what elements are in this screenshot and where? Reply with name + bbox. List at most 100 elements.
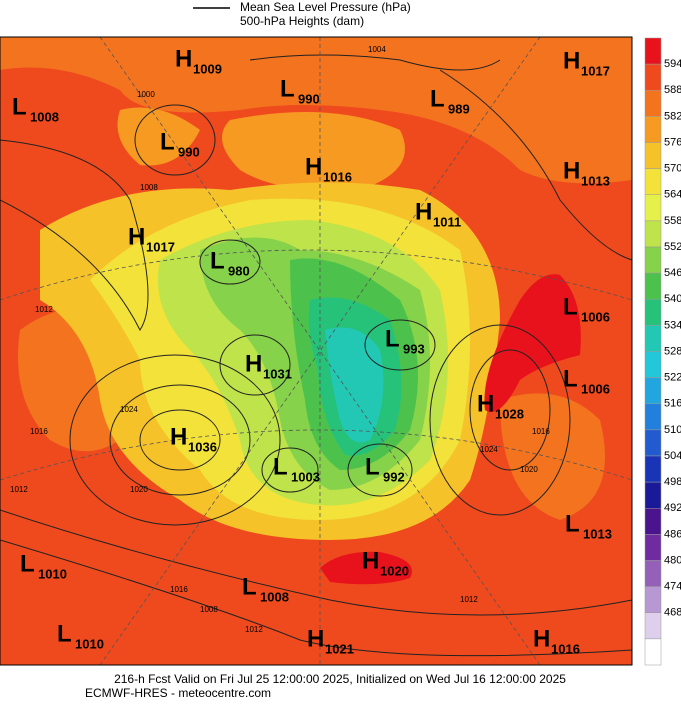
isobars xyxy=(0,36,633,666)
center-value: 1008 xyxy=(30,109,59,124)
center-type: L xyxy=(210,247,225,274)
center-value: 1036 xyxy=(188,439,217,454)
contour-label: 1024 xyxy=(480,445,498,454)
colorbar-label: 480 xyxy=(664,554,681,566)
colorbar: 594 588 582 576 570 564 558 552 546 540 534 528 522 5… xyxy=(644,37,681,666)
colorbar-swatch xyxy=(644,220,662,248)
colorbar-label: 510 xyxy=(664,424,681,436)
colorbar-label: 540 xyxy=(664,293,681,305)
center-type: L xyxy=(565,510,580,537)
colorbar-swatch xyxy=(644,560,662,587)
center-value: 992 xyxy=(383,469,405,484)
center-value: 1006 xyxy=(581,381,610,396)
colorbar-label: 564 xyxy=(664,189,681,201)
colorbar-swatch xyxy=(644,586,662,613)
colorbar-swatch xyxy=(644,351,662,378)
center-value: 1016 xyxy=(323,169,352,184)
colorbar-label: 492 xyxy=(664,502,681,514)
colorbar-swatch xyxy=(644,508,662,535)
legend-entry: Mean Sea Level Pressure (hPa) xyxy=(240,0,411,14)
colorbar-swatch xyxy=(644,299,662,326)
center-type: L xyxy=(273,453,288,480)
center-type: H xyxy=(563,157,580,184)
contour-label: 1012 xyxy=(10,485,28,494)
map-frame xyxy=(0,36,633,666)
colorbar-label: 522 xyxy=(664,372,681,384)
center-value: 1016 xyxy=(551,641,580,656)
footer-line: ECMWF-HRES - meteocentre.com xyxy=(85,686,271,700)
center-type: H xyxy=(307,625,324,652)
contour-label: 1000 xyxy=(137,90,155,99)
center-value: 1017 xyxy=(581,63,610,78)
center-type: L xyxy=(365,453,380,480)
center-value: 1020 xyxy=(380,563,409,578)
colorbar-swatch xyxy=(644,377,662,404)
center-type: H xyxy=(477,390,494,417)
contour-label: 1016 xyxy=(532,427,550,436)
contour-label: 1008 xyxy=(200,605,218,614)
colorbar-label: 528 xyxy=(664,345,681,357)
center-type: L xyxy=(430,85,445,112)
contour-label: 1012 xyxy=(460,595,478,604)
colorbar-swatch xyxy=(644,429,662,457)
center-type: L xyxy=(20,550,35,577)
colorbar-label: 546 xyxy=(664,267,681,279)
colorbar-label: 582 xyxy=(664,110,681,122)
center-value: 980 xyxy=(228,263,250,278)
center-type: H xyxy=(533,625,550,652)
colorbar-label: 486 xyxy=(664,528,681,540)
center-value: 1008 xyxy=(260,589,289,604)
colorbar-label: 570 xyxy=(664,163,681,175)
center-value: 993 xyxy=(403,341,425,356)
center-value: 1003 xyxy=(291,469,320,484)
center-value: 1013 xyxy=(581,173,610,188)
colorbar-swatch xyxy=(644,142,662,169)
center-value: 1031 xyxy=(263,366,292,381)
center-type: H xyxy=(245,350,262,377)
center-type: H xyxy=(175,45,192,72)
center-value: 1010 xyxy=(38,566,67,581)
colorbar-label: 576 xyxy=(664,136,681,148)
center-value: 1011 xyxy=(433,214,461,229)
footer-line: 216-h Fcst Valid on Fri Jul 25 12:00:00 … xyxy=(114,672,566,686)
center-type: H xyxy=(415,198,432,225)
contour-label: 1008 xyxy=(140,183,158,192)
center-type: H xyxy=(305,153,322,180)
colorbar-swatch xyxy=(644,194,662,222)
center-value: 990 xyxy=(298,91,320,106)
center-type: H xyxy=(362,547,379,574)
map-fill xyxy=(0,37,632,665)
colorbar-swatch xyxy=(644,37,662,65)
center-value: 990 xyxy=(178,144,200,159)
center-type: L xyxy=(385,325,400,352)
center-type: L xyxy=(12,93,27,120)
colorbar-swatch xyxy=(644,168,662,195)
contour-label: 1024 xyxy=(120,405,138,414)
center-type: H xyxy=(563,47,580,74)
colorbar-swatch xyxy=(644,481,662,509)
colorbar-label: 468 xyxy=(664,607,681,619)
colorbar-swatch xyxy=(644,403,662,431)
contour-label: 1012 xyxy=(35,305,53,314)
colorbar-label: 558 xyxy=(664,215,681,227)
contour-labels: 1004 1000 1008 1012 1024 1016 1020 1012 1016 1024… xyxy=(10,45,550,634)
colorbar-swatch xyxy=(644,246,662,274)
contour-label: 1020 xyxy=(520,465,538,474)
contour-label: 1016 xyxy=(170,585,188,594)
center-type: L xyxy=(160,128,175,155)
colorbar-label: 474 xyxy=(664,581,681,593)
center-type: L xyxy=(280,75,295,102)
center-type: H xyxy=(128,223,145,250)
colorbar-label: 498 xyxy=(664,476,681,488)
center-value: 989 xyxy=(448,101,470,116)
colorbar-label: 534 xyxy=(664,319,681,331)
colorbar-label: 516 xyxy=(664,398,681,410)
colorbar-swatch xyxy=(644,116,662,143)
center-type: L xyxy=(242,573,257,600)
colorbar-label: 552 xyxy=(664,241,681,253)
center-value: 1017 xyxy=(146,239,175,254)
center-type: L xyxy=(563,365,578,392)
